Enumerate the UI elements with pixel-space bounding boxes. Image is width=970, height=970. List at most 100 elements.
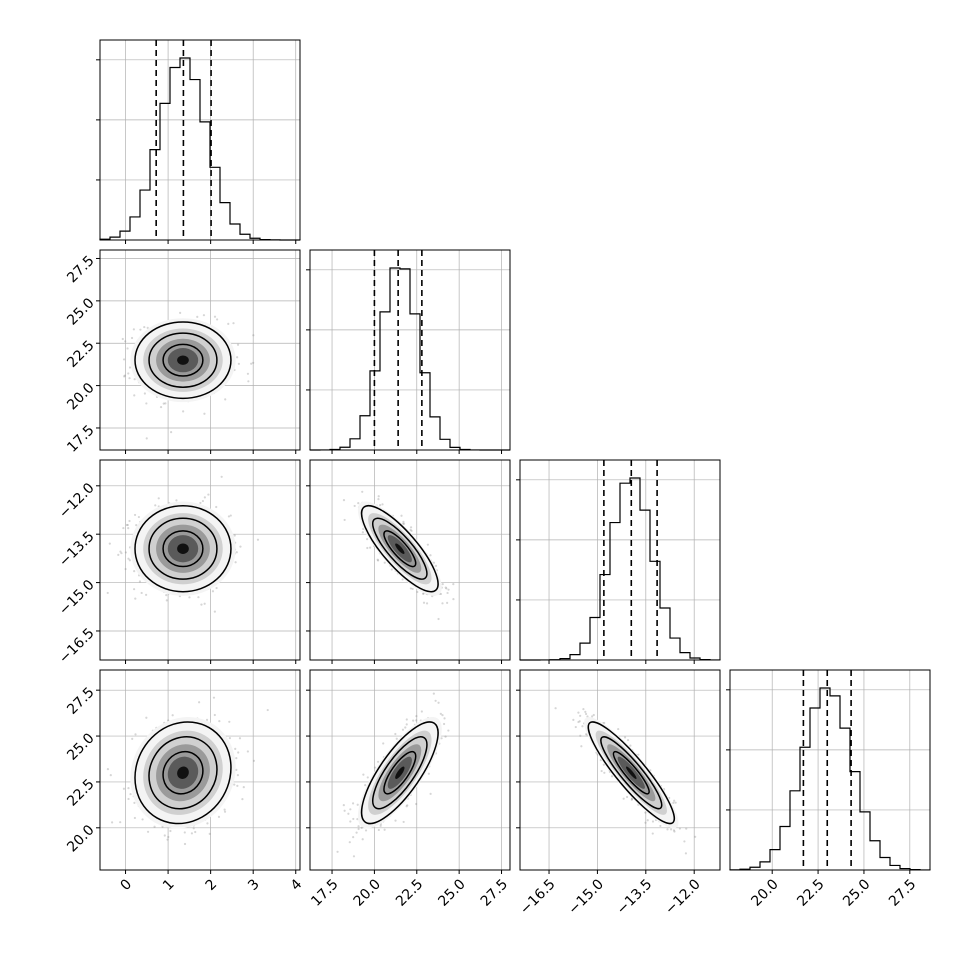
scatter-point: [133, 513, 137, 517]
scatter-point: [377, 828, 380, 832]
scatter-point: [119, 550, 122, 553]
scatter-point: [110, 821, 114, 824]
y-tick-label-3-0: 20.0: [64, 822, 97, 855]
scatter-point: [237, 362, 240, 365]
scatter-point: [237, 751, 240, 754]
scatter-point: [163, 834, 166, 837]
contour-line-2: [383, 530, 417, 568]
scatter-point: [124, 551, 127, 554]
scatter-point: [425, 602, 429, 605]
scatter-point: [194, 830, 197, 834]
scatter-point: [141, 818, 144, 821]
contour-line-1: [148, 736, 218, 810]
histogram-steps-2: [519, 477, 721, 661]
scatter-point: [440, 737, 443, 740]
scatter-point: [685, 827, 688, 830]
histogram-frame-2: [519, 459, 721, 661]
scatter-point: [669, 828, 673, 831]
scatter-point: [582, 708, 585, 711]
scatter-point: [434, 699, 437, 702]
histogram-panel-1: [306, 249, 511, 454]
scatter-point: [196, 315, 199, 318]
scatter-point: [390, 568, 393, 571]
scatter-point: [235, 757, 238, 760]
scatter-frame-3-2: [519, 669, 721, 871]
scatter-point: [439, 712, 442, 715]
scatter-point: [673, 830, 676, 833]
scatter-point: [376, 558, 379, 561]
scatter-point: [603, 771, 606, 774]
scatter-point: [133, 570, 136, 573]
scatter-point: [659, 824, 662, 828]
x-tick-label-1-1: 20.0: [351, 876, 384, 909]
scatter-point: [405, 718, 408, 721]
contour-line-1: [148, 517, 218, 580]
panel-contents-2-1: [342, 490, 455, 621]
scatter-point: [154, 504, 157, 507]
scatter-point: [124, 340, 127, 343]
y-tick-label-2-2: −13.5: [56, 529, 98, 571]
scatter-point: [429, 792, 432, 795]
scatter-point: [672, 829, 676, 832]
scatter-point: [129, 792, 132, 796]
scatter-point: [444, 586, 447, 589]
scatter-point: [422, 592, 425, 595]
scatter-point: [683, 840, 686, 843]
scatter-point: [420, 710, 423, 713]
scatter-panel-1-0: [96, 249, 301, 454]
panel-contents-2-0: [106, 475, 260, 613]
histogram-steps-1: [309, 267, 510, 451]
scatter-point: [572, 718, 575, 722]
scatter-point: [626, 738, 630, 742]
scatter-panel-3-1: [306, 669, 511, 874]
scatter-point: [266, 708, 269, 712]
scatter-point: [134, 733, 137, 736]
contour-line-0: [134, 721, 232, 825]
scatter-point: [592, 713, 595, 717]
scatter-point: [617, 727, 620, 731]
scatter-point: [236, 784, 239, 787]
scatter-point: [447, 588, 450, 591]
contour-line-0: [587, 721, 676, 825]
scatter-point: [444, 735, 447, 738]
density-fill-4: [177, 355, 189, 365]
scatter-point: [429, 554, 432, 557]
scatter-point: [165, 594, 168, 597]
x-tick-label-3-1: 22.5: [794, 876, 827, 909]
scatter-point: [439, 592, 443, 596]
scatter-point: [203, 496, 206, 499]
y-tick-label-1-4: 27.5: [64, 253, 97, 286]
scatter-point: [581, 725, 584, 728]
scatter-point: [342, 499, 346, 502]
scatter-point: [395, 737, 398, 740]
density-fill-4: [177, 766, 189, 779]
contour-line-2: [162, 343, 204, 377]
x-tick-label-3-3: 27.5: [886, 876, 919, 909]
scatter-point: [584, 712, 588, 716]
x-tick-label-1-0: 17.5: [308, 876, 341, 909]
y-tick-label-1-2: 22.5: [64, 338, 97, 371]
scatter-frame-2-0: [99, 459, 301, 661]
scatter-point: [236, 774, 240, 777]
scatter-point: [162, 402, 165, 405]
density-fill-4: [177, 543, 189, 554]
scatter-point: [124, 567, 127, 571]
histogram-steps-0: [99, 57, 301, 241]
scatter-point: [364, 784, 367, 787]
scatter-point: [446, 601, 449, 604]
y-tick-label-2-0: −16.5: [56, 625, 98, 667]
scatter-point: [442, 722, 446, 726]
scatter-point: [672, 801, 675, 804]
scatter-point: [406, 804, 409, 807]
density-fill-4: [626, 766, 637, 779]
scatter-point: [602, 763, 605, 766]
scatter-point: [630, 798, 633, 801]
scatter-point: [441, 583, 444, 586]
scatter-point: [130, 336, 134, 340]
x-tick-label-1-3: 25.0: [435, 876, 468, 909]
scatter-point: [212, 696, 216, 699]
scatter-point: [400, 514, 403, 517]
x-tick-label-1-4: 27.5: [478, 876, 511, 909]
contour-line-2: [383, 750, 417, 795]
scatter-point: [673, 799, 676, 802]
